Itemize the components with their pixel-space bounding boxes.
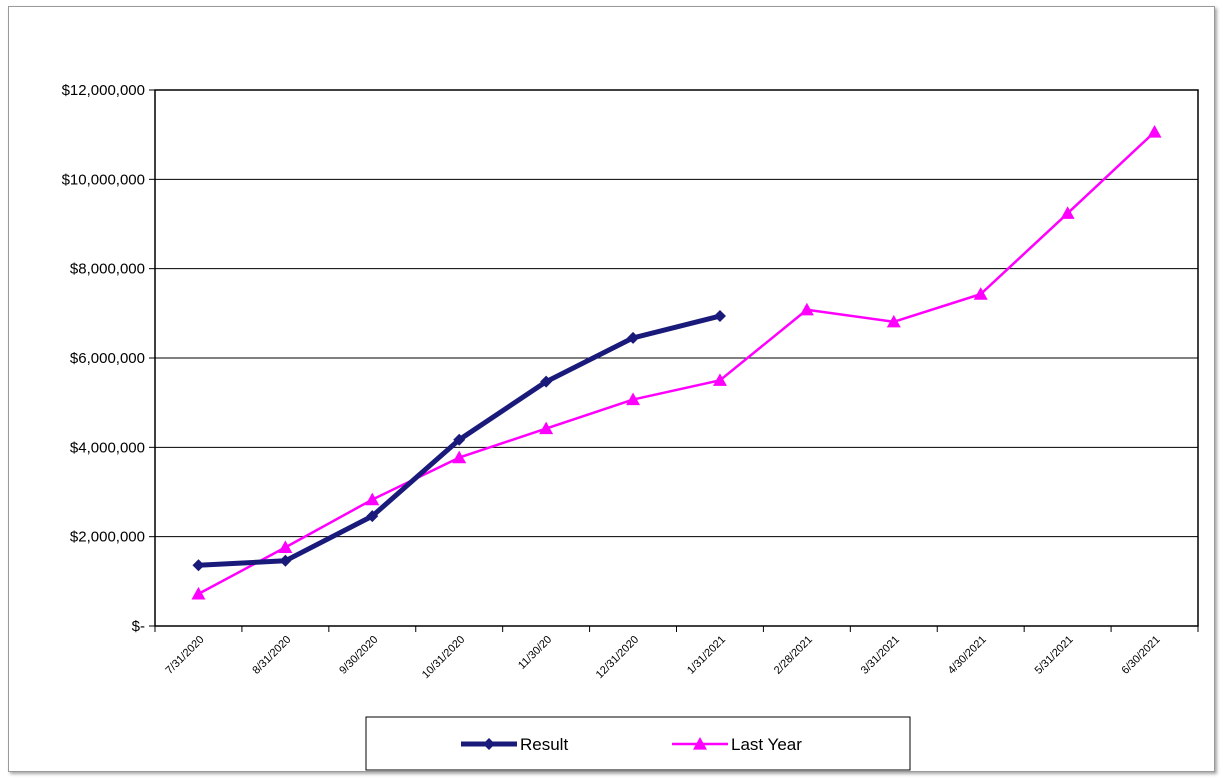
data-point bbox=[1060, 206, 1075, 219]
gridlines bbox=[155, 178, 1198, 538]
x-tick-label: 3/31/2021 bbox=[859, 634, 902, 677]
legend-label: Result bbox=[520, 735, 568, 754]
chart-frame bbox=[8, 6, 1215, 772]
x-tick-label: 4/30/2021 bbox=[946, 634, 989, 677]
y-axis: $- $2,000,000 $4,000,000 $6,000,000 $8,000,0… bbox=[62, 82, 155, 635]
series-result bbox=[192, 310, 726, 572]
series-last-year bbox=[191, 124, 1162, 600]
legend-label: Last Year bbox=[731, 735, 802, 754]
data-point bbox=[973, 287, 988, 300]
x-tick-label: 11/30/20 bbox=[516, 634, 554, 672]
legend-item-result: Result bbox=[461, 735, 568, 754]
legend: Result Last Year bbox=[365, 716, 911, 771]
data-point bbox=[712, 373, 727, 386]
x-tick-label: 7/31/2020 bbox=[163, 634, 206, 677]
x-tick-label: 2/28/2021 bbox=[772, 634, 815, 677]
legend-marker bbox=[693, 737, 707, 750]
y-tick-label: $2,000,000 bbox=[70, 529, 145, 546]
data-point bbox=[452, 450, 467, 464]
data-point bbox=[365, 492, 380, 506]
x-tick-label: 8/31/2020 bbox=[250, 634, 293, 677]
data-point bbox=[192, 559, 205, 572]
data-point bbox=[191, 586, 206, 600]
x-tick-label: 6/30/2021 bbox=[1120, 634, 1163, 677]
legend-item-last-year: Last Year bbox=[672, 735, 802, 754]
legend-marker bbox=[483, 738, 495, 750]
data-point bbox=[626, 392, 641, 406]
y-tick-label: $4,000,000 bbox=[70, 439, 145, 456]
x-tick-label: 10/31/2020 bbox=[420, 634, 467, 681]
series-line-last-year bbox=[197, 131, 1156, 595]
y-tick-label: $- bbox=[132, 618, 145, 635]
data-point bbox=[540, 375, 553, 388]
data-point bbox=[366, 510, 379, 523]
x-tick-label: 1/31/2021 bbox=[685, 634, 728, 677]
data-point bbox=[453, 433, 466, 446]
x-tick-label: 9/30/2020 bbox=[337, 634, 380, 677]
y-tick-label: $8,000,000 bbox=[70, 261, 145, 278]
data-point bbox=[713, 310, 726, 323]
data-point bbox=[1147, 124, 1162, 138]
y-tick-label: $10,000,000 bbox=[62, 171, 145, 188]
legend-box bbox=[365, 716, 911, 771]
data-point bbox=[799, 302, 814, 316]
data-point bbox=[539, 421, 554, 435]
y-tick-label: $6,000,000 bbox=[70, 350, 145, 367]
y-tick-label: $12,000,000 bbox=[62, 82, 145, 99]
x-axis: 7/31/2020 8/31/2020 9/30/2020 10/31/2020 11/… bbox=[154, 626, 1199, 681]
data-point bbox=[886, 314, 901, 328]
x-tick-label: 5/31/2021 bbox=[1033, 634, 1076, 677]
data-point bbox=[627, 331, 640, 344]
data-point bbox=[279, 554, 292, 567]
x-tick-label: 12/31/2020 bbox=[594, 634, 641, 681]
data-point bbox=[278, 540, 293, 553]
series-group bbox=[191, 124, 1162, 600]
